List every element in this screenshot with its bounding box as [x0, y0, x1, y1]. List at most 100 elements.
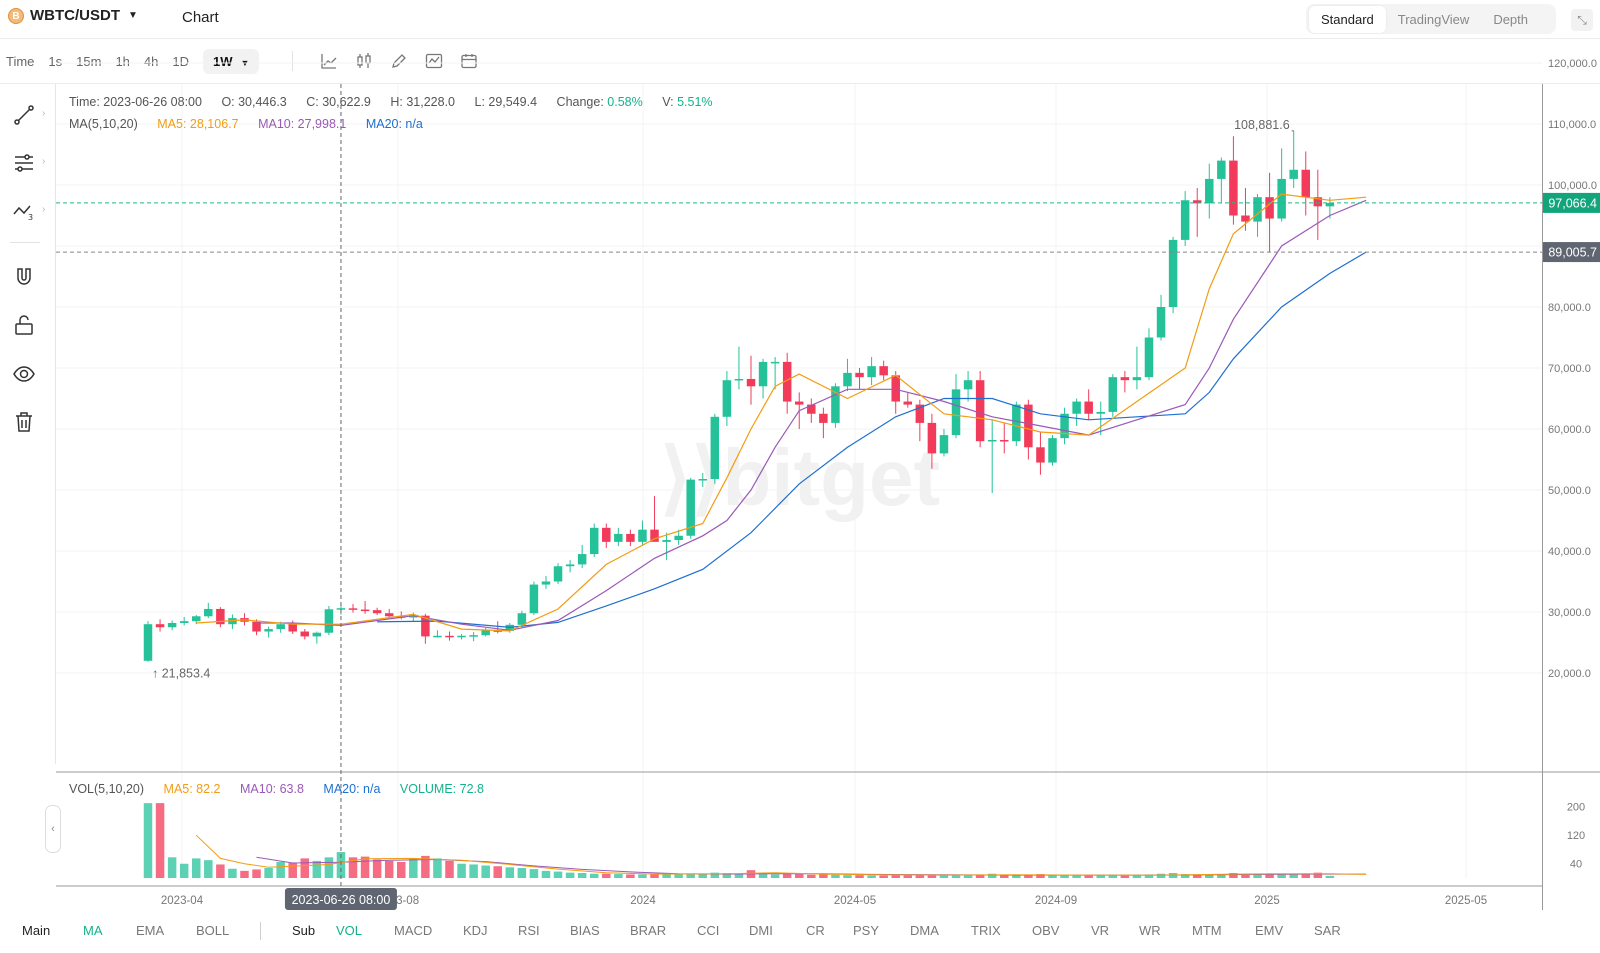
volume-bar: [276, 861, 285, 878]
sub-bias-button[interactable]: BIAS: [570, 923, 600, 938]
sub-mtm-button[interactable]: MTM: [1192, 923, 1222, 938]
candle: [517, 610, 527, 628]
sub-vr-button[interactable]: VR: [1091, 923, 1110, 938]
pair-selector[interactable]: B WBTC/USDT ▼: [8, 7, 138, 24]
price-chart[interactable]: ⟩⟩bitget 108,881.6 ↑ 21,853.4 20,000.0 30,…: [0, 0, 1600, 914]
sub-dma-button[interactable]: DMA: [910, 923, 939, 938]
ma20-legend: MA20: n/a: [365, 117, 423, 131]
volume-bar: [1060, 875, 1069, 878]
time-tick-label: 2024-05: [834, 895, 876, 907]
main-ma-button[interactable]: MA: [83, 923, 103, 938]
volume-bar: [1012, 875, 1021, 878]
sub-brar-button[interactable]: BRAR: [630, 923, 667, 938]
main-boll-button[interactable]: BOLL: [196, 923, 230, 938]
sub-cci-button[interactable]: CCI: [697, 923, 720, 938]
candle: [1048, 435, 1057, 466]
interval-15m[interactable]: 15m: [76, 54, 102, 69]
ma5-legend: MA5: 28,106.7: [157, 117, 239, 131]
candle: [710, 413, 720, 484]
eye-icon[interactable]: [13, 363, 35, 385]
candle-icon[interactable]: [355, 52, 373, 70]
candle-body: [457, 635, 466, 638]
collapse-sidebar-button[interactable]: ‹: [45, 805, 61, 853]
low-annotation: ↑ 21,853.4: [152, 667, 210, 681]
interval-1h[interactable]: 1h: [115, 54, 130, 69]
interval-1s[interactable]: 1s: [48, 54, 63, 69]
calendar-icon[interactable]: [460, 52, 478, 70]
sub-dmi-button[interactable]: DMI: [749, 923, 773, 938]
pencil-icon[interactable]: [390, 52, 408, 70]
sub-rsi-button[interactable]: RSI: [518, 923, 540, 938]
candle-body: [1144, 337, 1154, 378]
fib-icon[interactable]: [13, 152, 35, 174]
candle-body: [843, 372, 852, 387]
price-axis-border: [1542, 84, 1543, 910]
magnet-icon[interactable]: [13, 266, 35, 288]
sub-psy-button[interactable]: PSY: [853, 923, 880, 938]
volume-bar: [843, 875, 852, 878]
candle: [481, 627, 490, 637]
volume-tick-label: 40: [1570, 859, 1582, 871]
candle-body: [264, 629, 273, 632]
interval-1w-dropdown[interactable]: 1W ▼: [203, 49, 260, 74]
interval-1d[interactable]: 1D: [172, 54, 189, 69]
trash-icon[interactable]: [13, 411, 35, 433]
ma5-line: [196, 193, 1367, 632]
candle: [915, 399, 925, 442]
ohlc-time: Time: 2023-06-26 08:00: [69, 95, 202, 109]
trend-line-icon[interactable]: [13, 104, 35, 126]
price-tick-label: 100,000.0: [1548, 180, 1597, 192]
volume-bar: [541, 870, 551, 878]
ma10-legend: MA10: 27,998.1: [258, 117, 347, 131]
volume-bar: [975, 874, 985, 878]
candle-body: [155, 624, 165, 628]
crosshair-price-label: 89,005.7: [1548, 246, 1597, 260]
sub-sar-button[interactable]: SAR: [1314, 923, 1341, 938]
ma-legend: MA(5,10,20) MA5: 28,106.7 MA10: 27,998.1…: [69, 117, 423, 131]
volume-bar: [1277, 874, 1286, 878]
sub-cr-button[interactable]: CR: [806, 923, 825, 938]
high-annotation: 108,881.6: [1234, 118, 1290, 132]
candle-body: [939, 435, 949, 454]
chevron-right-icon[interactable]: ›: [42, 204, 46, 215]
volume-bar: [770, 874, 780, 878]
vol-pct-value: 5.51%: [677, 95, 713, 109]
axes: 20,000.0 30,000.0 40,000.0 50,000.0 60,000.0…: [161, 58, 1600, 910]
candle-body: [372, 610, 382, 614]
volume-bar: [1301, 873, 1311, 878]
chevron-right-icon[interactable]: ›: [42, 108, 46, 119]
view-standard-button[interactable]: Standard: [1309, 5, 1386, 33]
time-tick-label: 2024-09: [1035, 895, 1077, 907]
pattern-icon[interactable]: 3: [13, 200, 35, 222]
volume-bar: [529, 869, 539, 878]
sub-trix-button[interactable]: TRIX: [971, 923, 1001, 938]
candle: [722, 371, 732, 426]
fullscreen-icon[interactable]: ⤡: [1571, 9, 1593, 31]
candle-body: [867, 366, 876, 378]
volume-bar: [1132, 874, 1142, 878]
candle: [1072, 398, 1081, 426]
main-ema-button[interactable]: EMA: [136, 923, 165, 938]
volume-bar: [819, 874, 828, 878]
volume-bar: [421, 855, 430, 878]
lock-icon[interactable]: [13, 314, 35, 336]
time-tick-label: 2024: [630, 895, 656, 907]
sub-obv-button[interactable]: OBV: [1032, 923, 1060, 938]
current-price-label: 97,066.4: [1548, 196, 1597, 210]
indicator-icon[interactable]: [425, 52, 443, 70]
candle: [1132, 346, 1142, 390]
candle: [216, 607, 225, 628]
interval-time[interactable]: Time: [6, 54, 35, 69]
chevron-right-icon[interactable]: ›: [42, 156, 46, 167]
sub-emv-button[interactable]: EMV: [1255, 923, 1284, 938]
sub-vol-button[interactable]: VOL: [336, 923, 363, 938]
view-tradingview-button[interactable]: TradingView: [1397, 11, 1470, 27]
candle: [384, 608, 394, 619]
volume-bar: [433, 858, 442, 878]
sub-kdj-button[interactable]: KDJ: [463, 923, 488, 938]
candle: [300, 629, 310, 640]
sub-wr-button[interactable]: WR: [1139, 923, 1161, 938]
sub-macd-button[interactable]: MACD: [394, 923, 433, 938]
view-depth-button[interactable]: Depth: [1493, 11, 1529, 27]
interval-4h[interactable]: 4h: [143, 54, 159, 69]
